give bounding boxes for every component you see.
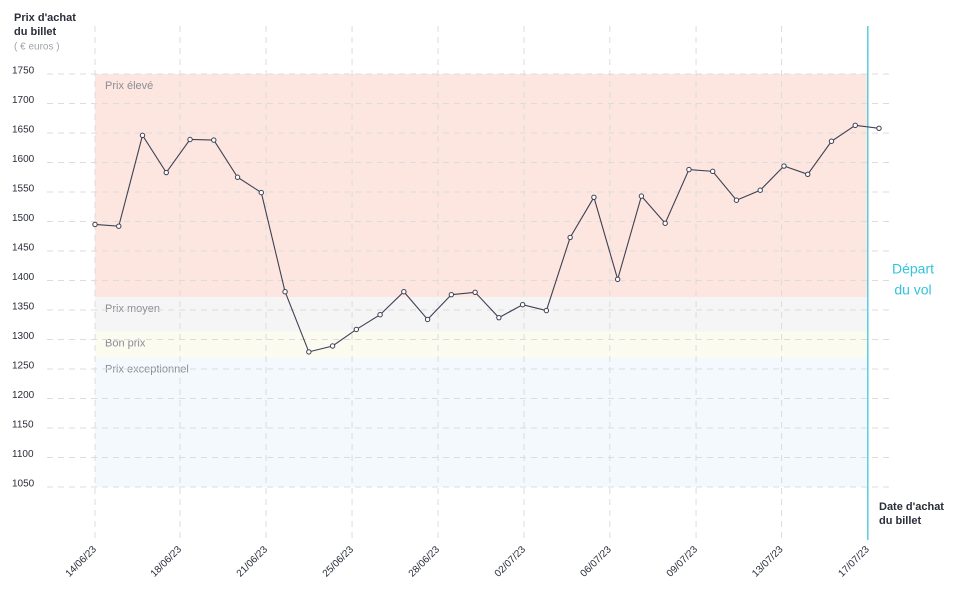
price-point [543,307,550,314]
price-band [95,74,868,298]
price-point [282,289,288,295]
price-point [876,125,882,131]
price-point [591,194,597,201]
y-tick-label: 1400 [12,272,35,283]
price-point [614,276,621,283]
price-point [472,289,478,295]
price-point [805,171,811,178]
departure-label: Départ [892,261,934,277]
y-tick-label: 1500 [12,213,35,224]
price-point [163,169,169,176]
band-label: Prix exceptionnel [105,364,189,376]
price-point [329,343,336,349]
y-tick-label: 1700 [12,95,35,106]
price-point [496,314,502,321]
y-tick-label: 1100 [12,449,34,460]
price-point [567,234,573,241]
band-label: Prix élevé [105,80,153,92]
y-tick-label: 1600 [12,154,35,165]
y-tick-label: 1300 [12,331,35,342]
x-tick-label: 18/06/23 [149,544,185,580]
y-tick-label: 1200 [12,390,35,401]
y-tick-label: 1150 [12,420,34,431]
price-point [662,220,668,226]
price-point [116,223,122,229]
y-tick-label: 1050 [12,479,35,490]
y-tick-label: 1250 [12,361,35,372]
price-point [709,168,716,175]
y-tick-label: 1550 [12,184,35,195]
price-point [377,312,383,318]
price-point [686,166,692,173]
x-tick-label: 25/06/23 [321,544,357,580]
price-point [401,289,407,295]
price-band [95,297,868,332]
band-label: Bon prix [105,338,146,350]
price-point [733,197,740,203]
x-tick-label: 13/07/23 [750,544,786,580]
y-axis-label: du billet [14,26,57,38]
departure-label: du vol [894,282,931,298]
price-point [852,122,858,129]
price-point [828,138,835,144]
x-tick-label: 02/07/23 [493,544,529,580]
y-tick-label: 1450 [12,243,35,254]
price-point [519,301,526,308]
price-point [306,349,312,355]
price-band [95,331,868,358]
x-tick-label: 21/06/23 [235,544,271,580]
price-point [187,136,193,143]
price-point [258,189,265,196]
price-point [234,174,241,180]
price-point [757,187,763,193]
price-point [424,316,431,323]
x-axis-label: Date d'achat [879,501,944,513]
y-axis-unit: ( € euros ) [14,42,60,53]
x-tick-label: 14/06/23 [64,544,100,580]
price-point [139,132,146,139]
y-tick-label: 1750 [12,66,35,77]
price-point [638,193,645,199]
x-axis-label: du billet [879,515,922,527]
price-point [781,163,787,169]
x-tick-label: 09/07/23 [665,544,701,580]
y-axis-label: Prix d'achat [14,12,76,24]
price-point [353,326,360,333]
band-label: Prix moyen [105,303,160,315]
price-line [94,124,880,353]
price-band [95,357,868,487]
x-tick-label: 17/07/23 [837,544,873,580]
price-point [92,221,98,228]
y-tick-label: 1650 [12,125,35,136]
y-tick-label: 1350 [12,302,35,313]
x-tick-label: 28/06/23 [407,544,443,580]
x-tick-label: 06/07/23 [579,544,615,580]
price-point [448,291,455,298]
price-point [211,137,217,143]
